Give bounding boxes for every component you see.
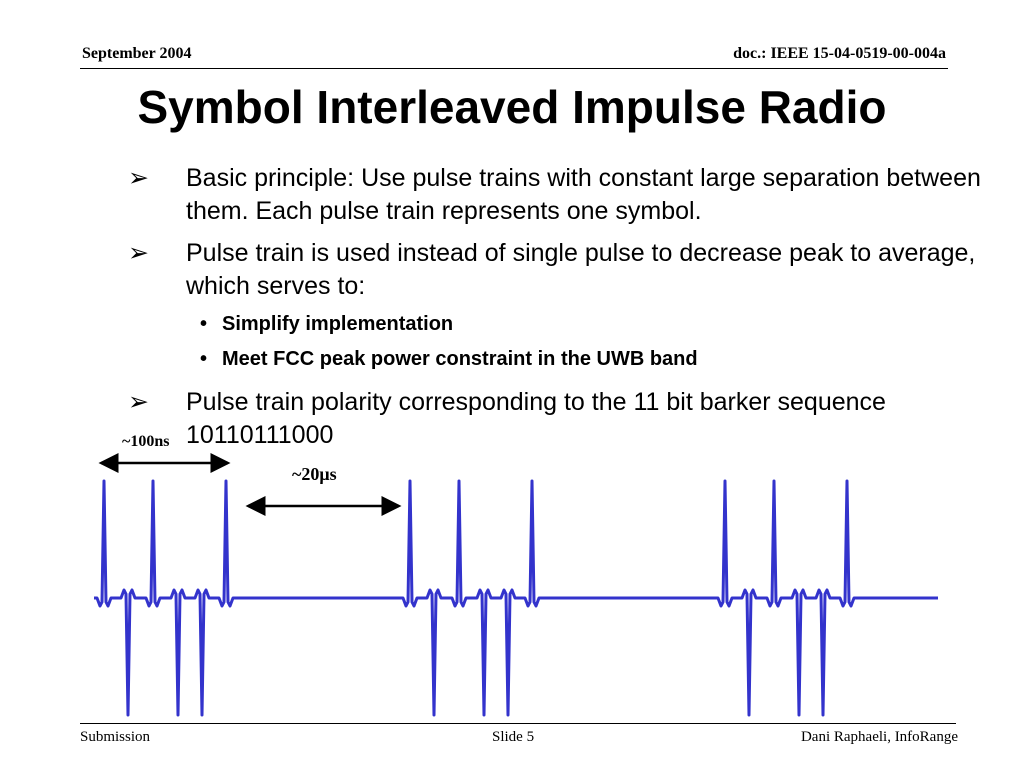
bullet-marker: ➢ [128,388,149,416]
footer-rule [80,723,956,724]
sub-bullet-text: Simplify implementation [222,313,454,335]
span-label: ~20μs [292,464,337,484]
title: Symbol Interleaved Impulse Radio [137,81,887,133]
header-date: September 2004 [82,45,192,62]
sub-bullet-marker: • [200,313,208,335]
header-rule [80,68,948,69]
bullet-marker: ➢ [128,164,149,192]
bullet-text: Pulse train polarity corresponding to th… [186,388,886,449]
bullet-text: Basic principle: Use pulse trains with c… [186,164,981,225]
span-label: ~100ns [122,433,170,450]
sub-bullet-text: Meet FCC peak power constraint in the UW… [222,348,698,370]
footer-center: Slide 5 [492,729,535,745]
bullet-marker: ➢ [128,239,149,267]
header-doc: doc.: IEEE 15-04-0519-00-004a [733,45,946,62]
sub-bullet-marker: • [200,348,208,370]
pulse-waveform [94,479,938,717]
bullet-text: Pulse train is used instead of single pu… [186,239,976,300]
footer-right: Dani Raphaeli, InfoRange [800,729,958,745]
footer-left: Submission [80,729,151,745]
